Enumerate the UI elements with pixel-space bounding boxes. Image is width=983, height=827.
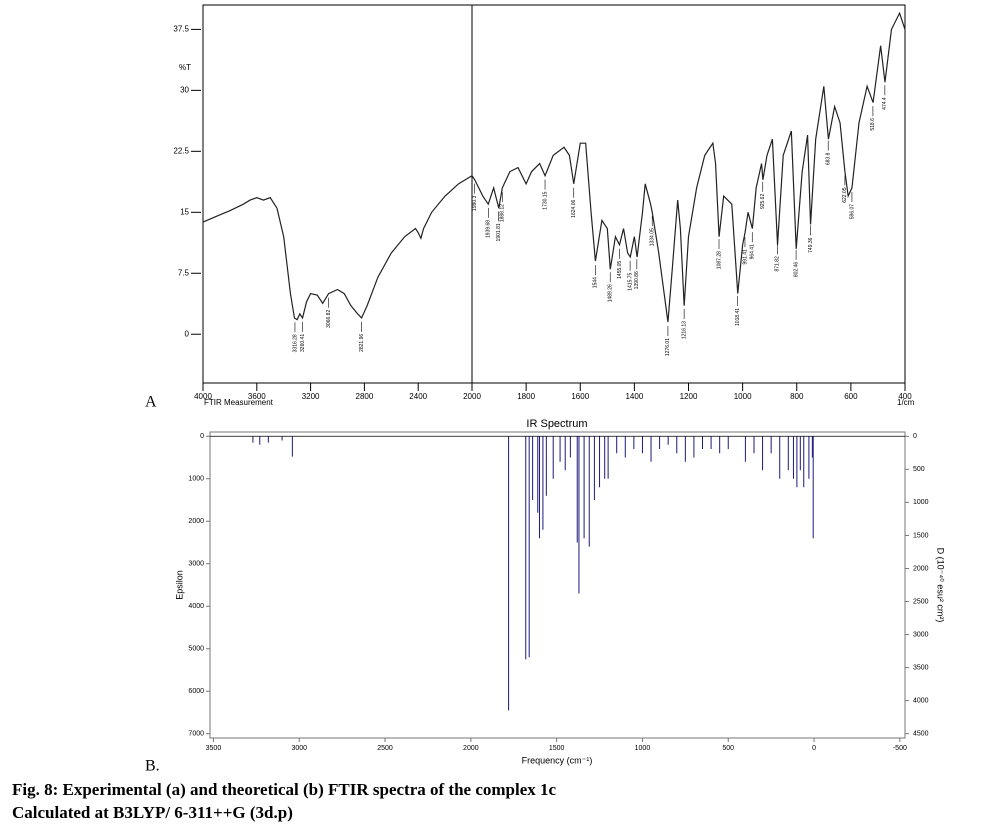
y-tick-label: 4000: [188, 603, 204, 610]
peak-label: 749.36: [808, 237, 814, 253]
y-tick-label: 6000: [188, 688, 204, 695]
x-tick-label: 3000: [291, 745, 307, 752]
x-tick-label: -500: [893, 745, 907, 752]
x-tick-label: 2500: [377, 745, 393, 752]
x-tick-label: 1800: [517, 392, 535, 401]
y-tick-label: 0: [185, 329, 190, 338]
y-tick-label: 5000: [188, 646, 204, 653]
panel-label: B.: [145, 758, 160, 775]
peak-label: 1216.13: [681, 321, 687, 339]
peak-label: 1087.28: [716, 251, 722, 269]
y-tick-label: 1000: [188, 476, 204, 483]
peak-label: 1489.26: [608, 284, 614, 302]
x-tick-label: 0: [812, 745, 816, 752]
peak-label: 1990.3: [472, 195, 478, 211]
peak-label: 1901.81: [496, 223, 502, 241]
peak-label: 1624.06: [571, 200, 577, 218]
peak-label: 683.8: [826, 152, 832, 165]
y2-tick-label: 4500: [913, 731, 929, 738]
y-tick-label: 30: [180, 85, 189, 94]
y2-tick-label: 2000: [913, 565, 929, 572]
y-tick-label: 0: [200, 433, 204, 440]
peak-label: 1018.41: [735, 308, 741, 326]
y2-tick-label: 4000: [913, 698, 929, 705]
y-tick-label: 3000: [188, 561, 204, 568]
x-tick-label: 1500: [549, 745, 565, 752]
x-tick-label: 400: [898, 392, 912, 401]
caption: Calculated at B3LYP/ 6-311++G (3d.p): [12, 803, 293, 822]
x-tick-label: 1400: [625, 392, 643, 401]
peak-label: 622.05: [842, 187, 848, 203]
chart-title: IR Spectrum: [526, 418, 587, 430]
plot-frame-a: [202, 4, 906, 384]
peak-label: 1276.01: [665, 338, 671, 356]
peak-label: 1455.05: [617, 261, 623, 279]
y-axis-label: Epsilon: [174, 570, 184, 600]
y2-tick-label: 3000: [913, 631, 929, 638]
y-axis-label: %T: [179, 63, 191, 72]
peak-label: 1939.68: [486, 220, 492, 238]
x-tick-label: 3600: [248, 392, 266, 401]
peak-label: 3260.41: [300, 334, 306, 352]
caption: Fig. 8: Experimental (a) and theoretical…: [12, 780, 557, 799]
peak-label: 1544: [593, 277, 599, 288]
x-tick-label: 1200: [680, 392, 698, 401]
x-tick-label: 2000: [463, 392, 481, 401]
x-axis-label: FTIR Measurement: [204, 398, 274, 407]
peak-label: 925.62: [760, 194, 766, 210]
peak-label: 596.07: [849, 204, 855, 220]
x-tick-label: 500: [722, 745, 734, 752]
y-tick-label: 37.5: [173, 24, 189, 33]
x-tick-label: 1600: [571, 392, 589, 401]
y2-axis-label: D (10⁻⁴⁰ esu² cm²): [936, 548, 946, 623]
peak-label: 991.41: [742, 249, 748, 265]
y-tick-label: 7000: [188, 731, 204, 738]
plot-frame-b: [209, 431, 906, 739]
peak-label: 3316.28: [292, 334, 298, 352]
peak-label: 2821.96: [359, 334, 365, 352]
peak-label: 518.6: [870, 118, 876, 131]
peak-label: 1730.15: [542, 191, 548, 209]
peak-label: 1415.75: [627, 272, 633, 290]
x-tick-label: 600: [844, 392, 858, 401]
y2-tick-label: 1000: [913, 499, 929, 506]
y2-tick-label: 0: [913, 433, 917, 440]
y2-tick-label: 1500: [913, 532, 929, 539]
peak-label: 3066.82: [326, 310, 332, 328]
x-axis-label: Frequency (cm⁻¹): [522, 755, 593, 765]
y-tick-label: 15: [180, 207, 189, 216]
y2-tick-label: 3500: [913, 664, 929, 671]
peak-label: 802.46: [793, 262, 799, 278]
x-tick-label: 800: [790, 392, 804, 401]
peak-label: 964.41: [750, 244, 756, 260]
y2-tick-label: 500: [913, 466, 925, 473]
peak-label: 474.4: [882, 97, 888, 110]
y-tick-label: 7.5: [178, 268, 190, 277]
y-tick-label: 22.5: [173, 146, 189, 155]
y2-tick-label: 2500: [913, 598, 929, 605]
x-tick-label: 2400: [409, 392, 427, 401]
x-tick-label: 4000: [194, 392, 212, 401]
peak-label: 871.82: [775, 256, 781, 272]
peak-label: 1888.12: [500, 204, 506, 222]
x-tick-label: 2800: [356, 392, 374, 401]
panel-label: A: [145, 394, 157, 411]
x-tick-label: 2000: [463, 745, 479, 752]
peak-label: 1334.05: [650, 228, 656, 246]
x-tick-label: 3500: [206, 745, 222, 752]
x-tick-label: 1000: [635, 745, 651, 752]
x-axis-unit: 1/cm: [897, 398, 915, 407]
x-tick-label: 1000: [734, 392, 752, 401]
y-tick-label: 2000: [188, 518, 204, 525]
peak-label: 1390.86: [634, 271, 640, 289]
spectrum-line: [202, 11, 906, 323]
x-tick-label: 3200: [302, 392, 320, 401]
